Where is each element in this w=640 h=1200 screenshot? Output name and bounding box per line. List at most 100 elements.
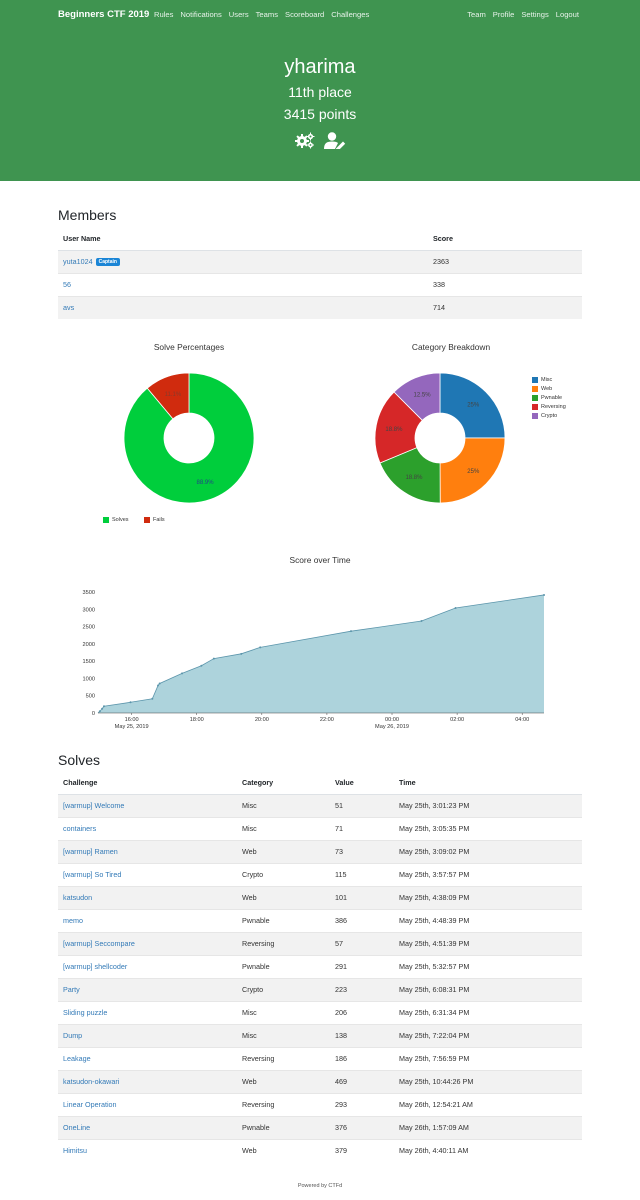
- nav-settings[interactable]: Settings: [521, 10, 549, 19]
- score-point[interactable]: [240, 652, 243, 655]
- category-pie-slice[interactable]: [439, 437, 506, 504]
- score-point[interactable]: [101, 707, 104, 710]
- solve-challenge-link[interactable]: [warmup] Ramen: [63, 847, 118, 856]
- team-actions: [0, 132, 640, 149]
- solve-row: katsudon Web 101 May 25th, 4:38:09 PM: [58, 885, 582, 909]
- member-row: avs 714: [58, 295, 582, 319]
- nav-team[interactable]: Team: [467, 10, 486, 19]
- col-user-name: User Name: [58, 227, 428, 251]
- solve-chart-title: Solve Percentages: [153, 342, 225, 352]
- category-pie-slice[interactable]: [439, 372, 506, 439]
- solve-pie-slice[interactable]: [123, 372, 255, 504]
- score-point[interactable]: [200, 664, 203, 667]
- solve-time-cell: May 25th, 4:48:39 PM: [394, 908, 582, 932]
- score-chart-title: Score over Time: [289, 555, 351, 565]
- solve-category-cell: Web: [237, 839, 330, 863]
- legend-label-reversing: Reversing: [541, 404, 566, 410]
- x-tick-label: 02:00: [450, 717, 464, 723]
- score-point[interactable]: [151, 697, 154, 700]
- legend-solves[interactable]: Solves: [103, 517, 129, 523]
- solve-challenge-cell: katsudon: [58, 885, 237, 909]
- solve-category-cell: Reversing: [237, 931, 330, 955]
- member-name-link[interactable]: 56: [63, 280, 71, 289]
- col-value: Value: [330, 771, 394, 795]
- score-point[interactable]: [98, 710, 101, 713]
- solve-category-cell: Misc: [237, 793, 330, 817]
- score-point[interactable]: [350, 630, 353, 633]
- category-chart-title: Category Breakdown: [411, 342, 491, 352]
- x-tick-label: 18:00: [190, 717, 204, 723]
- score-point[interactable]: [259, 646, 262, 649]
- solve-value-cell: 469: [330, 1069, 394, 1093]
- score-point[interactable]: [102, 705, 105, 708]
- solve-challenge-link[interactable]: Linear Operation: [63, 1100, 117, 1109]
- member-name-link[interactable]: avs: [63, 303, 75, 313]
- solve-challenge-cell: [warmup] Ramen: [58, 839, 237, 863]
- solve-category-cell: Misc: [237, 1023, 330, 1047]
- cogs-icon[interactable]: [294, 132, 315, 149]
- member-name-link[interactable]: yuta1024: [63, 257, 93, 266]
- legend-misc[interactable]: Misc: [532, 377, 552, 383]
- solve-category-cell: Pwnable: [237, 954, 330, 978]
- nav-challenges[interactable]: Challenges: [331, 10, 370, 19]
- solve-challenge-link[interactable]: katsudon-okawari: [63, 1077, 120, 1086]
- legend-pwnable[interactable]: Pwnable: [532, 395, 562, 401]
- member-score: 714: [428, 295, 582, 319]
- solve-challenge-link[interactable]: katsudon: [63, 893, 93, 902]
- brand-link[interactable]: Beginners CTF 2019: [58, 9, 150, 20]
- score-point[interactable]: [454, 607, 457, 610]
- member-score: 2363: [428, 249, 582, 273]
- nav-scoreboard[interactable]: Scoreboard: [285, 10, 325, 19]
- solve-challenge-link[interactable]: [warmup] Seccompare: [63, 939, 135, 948]
- category-pie-slice[interactable]: [393, 372, 441, 421]
- solve-challenge-link[interactable]: OneLine: [63, 1123, 91, 1132]
- solve-time-cell: May 25th, 6:31:34 PM: [394, 1000, 582, 1024]
- footer-powered-by[interactable]: Powered by CTFd: [297, 1183, 343, 1189]
- solve-value-cell: 291: [330, 954, 394, 978]
- user-edit-icon[interactable]: [323, 132, 346, 149]
- solve-challenge-link[interactable]: [warmup] shellcoder: [63, 962, 128, 971]
- solve-challenge-cell: containers: [58, 816, 237, 840]
- score-point[interactable]: [543, 593, 545, 596]
- solve-challenge-link[interactable]: Party: [63, 985, 80, 994]
- nav-profile[interactable]: Profile: [492, 10, 515, 19]
- score-point[interactable]: [157, 684, 160, 687]
- solve-category-cell: Misc: [237, 1000, 330, 1024]
- solve-challenge-link[interactable]: Himitsu: [63, 1146, 87, 1156]
- solve-time-cell: May 25th, 3:05:35 PM: [394, 816, 582, 840]
- solve-row: containers Misc 71 May 25th, 3:05:35 PM: [58, 816, 582, 840]
- score-point[interactable]: [420, 620, 423, 623]
- solve-time-cell: May 25th, 3:57:57 PM: [394, 862, 582, 886]
- solve-challenge-link[interactable]: Leakage: [63, 1054, 91, 1063]
- score-point[interactable]: [212, 657, 215, 660]
- legend-web[interactable]: Web: [532, 386, 552, 392]
- solve-challenge-link[interactable]: containers: [63, 824, 97, 833]
- legend-fails[interactable]: Fails: [144, 517, 165, 523]
- members-header-row: User Name Score: [58, 227, 582, 251]
- points-number: 3415: [283, 106, 315, 122]
- team-points: 3415 points: [0, 106, 640, 122]
- solve-challenge-cell: Leakage: [58, 1046, 237, 1070]
- solve-challenge-link[interactable]: [warmup] Welcome: [63, 801, 125, 810]
- legend-crypto[interactable]: Crypto: [532, 413, 557, 419]
- solve-challenge-link[interactable]: [warmup] So Tired: [63, 870, 122, 879]
- solve-time-cell: May 25th, 7:22:04 PM: [394, 1023, 582, 1047]
- score-point[interactable]: [129, 701, 132, 704]
- solve-row: memo Pwnable 386 May 25th, 4:48:39 PM: [58, 908, 582, 932]
- score-point[interactable]: [181, 672, 184, 675]
- solve-challenge-link[interactable]: Sliding puzzle: [63, 1008, 108, 1017]
- solve-pie-slice[interactable]: [146, 372, 190, 420]
- score-point[interactable]: [158, 682, 161, 685]
- nav-notifications[interactable]: Notifications: [180, 10, 222, 19]
- solve-row: Leakage Reversing 186 May 25th, 7:56:59 PM: [58, 1046, 582, 1070]
- solve-challenge-link[interactable]: memo: [63, 916, 83, 925]
- nav-teams[interactable]: Teams: [255, 10, 279, 19]
- solve-challenge-link[interactable]: Dump: [63, 1031, 83, 1040]
- solve-pie-chart: 88.9% 11.1%: [123, 372, 255, 504]
- member-cell: avs: [58, 295, 428, 319]
- nav-logout[interactable]: Logout: [555, 10, 579, 19]
- nav-users[interactable]: Users: [228, 10, 249, 19]
- member-row: yuta1024 Captain 2363: [58, 249, 582, 273]
- nav-rules[interactable]: Rules: [154, 10, 174, 19]
- legend-reversing[interactable]: Reversing: [532, 404, 566, 410]
